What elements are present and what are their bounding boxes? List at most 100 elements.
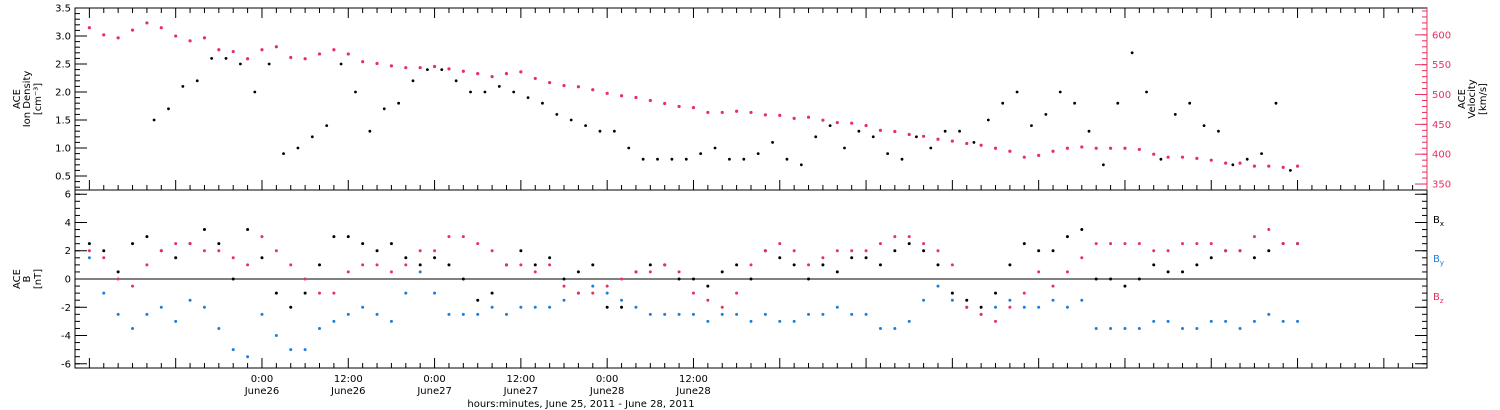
field-ylabel-line1: ACE	[12, 269, 23, 289]
bz-point	[1152, 249, 1156, 253]
velocity-point	[950, 139, 954, 143]
bx-point	[1022, 242, 1026, 246]
bz-point	[620, 277, 624, 281]
velocity-point	[476, 72, 480, 76]
bx-point	[1152, 263, 1156, 267]
by-point	[850, 312, 854, 316]
by-point	[936, 284, 940, 288]
by-point	[303, 348, 307, 352]
bz-point	[202, 249, 206, 253]
velocity-y-tick-label: 350	[1432, 180, 1451, 191]
x-tick-label-day: June26	[244, 386, 280, 397]
density-point	[612, 129, 616, 133]
bz-point	[691, 291, 695, 295]
x-tick-label-day: June26	[330, 386, 366, 397]
velocity-point	[1108, 146, 1113, 150]
velocity-point	[878, 128, 883, 132]
bx-point	[1037, 249, 1041, 253]
velocity-point	[663, 101, 667, 106]
by-point	[131, 326, 135, 330]
velocity-point	[936, 137, 940, 141]
density-point	[728, 157, 731, 161]
bx-point	[605, 305, 609, 309]
velocity-point	[1051, 149, 1055, 153]
velocity-point	[231, 49, 235, 54]
by-point	[1224, 319, 1228, 323]
density-point	[915, 135, 918, 139]
density-point	[1231, 163, 1235, 167]
bx-point	[361, 242, 365, 246]
bz-point	[375, 263, 379, 267]
field-y-tick-label: 2	[65, 246, 71, 257]
bz-point	[461, 235, 465, 239]
by-point	[318, 326, 322, 330]
density-point	[296, 146, 300, 150]
density-point	[224, 57, 228, 60]
velocity-point	[1238, 161, 1242, 165]
by-point	[504, 312, 508, 316]
density-point	[771, 141, 774, 144]
by-point	[562, 298, 566, 302]
by-point	[893, 326, 897, 330]
bx-point	[260, 256, 264, 260]
bx-point	[907, 242, 911, 246]
velocity-point	[835, 120, 839, 125]
density-point	[1288, 169, 1292, 172]
bx-point	[735, 263, 739, 267]
by-point	[763, 312, 767, 316]
bz-point	[174, 242, 178, 246]
density-point	[900, 157, 904, 161]
bx-point	[807, 277, 811, 281]
bz-point	[1094, 242, 1098, 246]
bx-point	[562, 277, 566, 281]
velocity-point	[806, 115, 811, 119]
velocity-point	[1209, 158, 1213, 162]
by-point	[217, 326, 221, 330]
density-point	[943, 129, 947, 133]
by-point	[375, 312, 379, 316]
x-tick-label-day: June28	[675, 386, 711, 397]
bz-point	[648, 270, 652, 274]
axis-ticks	[75, 7, 1428, 368]
density-point	[1044, 113, 1048, 116]
by-point	[864, 312, 868, 316]
density-point	[469, 90, 472, 94]
by-point	[202, 305, 206, 309]
bz-point	[821, 256, 825, 260]
density-point	[1015, 90, 1019, 94]
bx-point	[706, 284, 710, 288]
bz-point	[303, 277, 307, 281]
x-tick-label-time: 12:00	[679, 374, 708, 385]
velocity-point	[1008, 149, 1012, 153]
bx-point	[648, 263, 652, 267]
bx-point	[202, 228, 206, 232]
axis-tick-labels: 0:00June2612:00June260:00June2712:00June…	[55, 4, 1451, 398]
velocity-y-tick-label: 550	[1432, 60, 1451, 71]
density-y-tick-label: 2.5	[55, 60, 71, 71]
bz-point	[792, 249, 796, 253]
bz-point	[361, 263, 365, 267]
velocity-point	[533, 76, 537, 81]
velocity-point	[361, 60, 365, 64]
field-y-tick-label: 0	[65, 275, 71, 286]
density-point	[886, 152, 890, 156]
bx-point	[145, 235, 149, 239]
velocity-point	[979, 143, 983, 147]
density-point	[785, 157, 789, 161]
velocity-point	[619, 94, 624, 98]
bx-point	[548, 256, 552, 260]
legend-by: By	[1433, 254, 1444, 267]
velocity-point	[850, 121, 854, 125]
velocity-point	[418, 66, 422, 70]
velocity-point	[691, 106, 696, 110]
velocity-point	[792, 116, 796, 120]
density-point	[799, 163, 803, 167]
density-point	[958, 129, 961, 133]
velocity-y-tick-label: 600	[1432, 30, 1451, 41]
density-point	[1101, 163, 1105, 167]
bx-point	[720, 270, 724, 274]
velocity-point	[921, 134, 926, 138]
velocity-point	[821, 118, 825, 122]
bz-point	[116, 277, 120, 281]
density-point	[454, 79, 458, 83]
